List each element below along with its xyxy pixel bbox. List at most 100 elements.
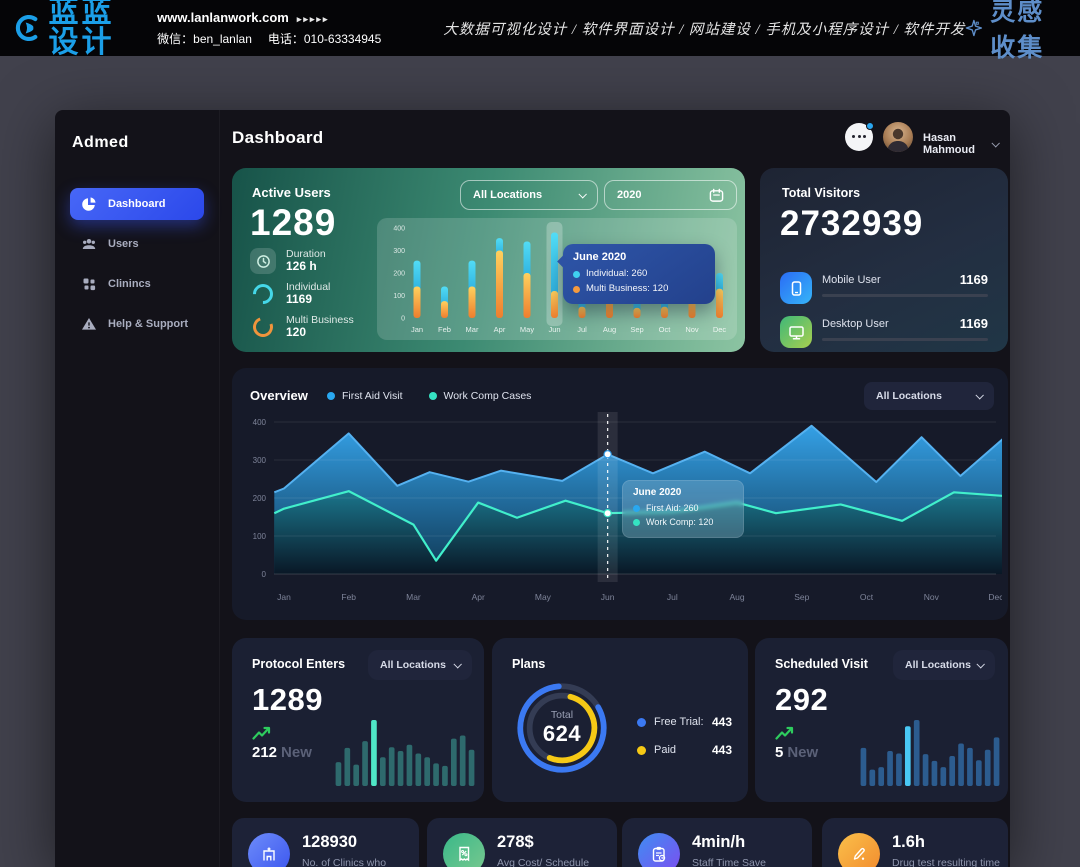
- legend-item-work-comp-cases: Work Comp Cases: [428, 390, 531, 402]
- location-filter-dropdown[interactable]: All Locations: [368, 650, 472, 680]
- active-users-stats: Duration 126 h Individual 1169 Multi Busines…: [248, 248, 354, 347]
- avatar-person-icon: [887, 128, 909, 152]
- svg-text:200: 200: [253, 494, 267, 503]
- svg-text:0: 0: [401, 316, 405, 323]
- new-count: 5 New: [775, 744, 819, 761]
- sidebar-item-label: Users: [108, 238, 139, 250]
- sidebar-item-help-support[interactable]: Help & Support: [70, 308, 204, 340]
- mini-bar-chart: [335, 720, 475, 786]
- main-content: Dashboard Hasan Mahmoud Active Users 128…: [220, 110, 1010, 867]
- brand-logo[interactable]: 蓝蓝设计: [14, 0, 139, 58]
- stat-card-drug-test: 1.6h Drug test resulting time: [822, 818, 1008, 867]
- notification-dot: [866, 122, 874, 130]
- area-chart-svg: 0 100 200 300 400 Jan Feb Mar Apr May Jun Jul Aug Sep…: [253, 412, 1002, 602]
- location-filter-dropdown[interactable]: All Locations: [460, 180, 598, 210]
- plans-legend: Free Trial: 443 Paid 443: [637, 712, 732, 768]
- inspiration-collect[interactable]: 灵感收集: [965, 0, 1064, 64]
- legend-dot-icon: [573, 270, 580, 278]
- protocol-enters-card: Protocol Enters All Locations 1289 212 Ne…: [232, 638, 484, 802]
- messages-button[interactable]: [845, 122, 874, 151]
- sidebar-item-dashboard[interactable]: Dashboard: [70, 188, 204, 220]
- stat-label: No. of Clinics who upload: [302, 857, 387, 867]
- legend-dot-icon: [633, 519, 640, 527]
- stat-label: Duration: [286, 248, 326, 261]
- user-name[interactable]: Hasan Mahmoud: [923, 132, 975, 156]
- svg-text:Jun: Jun: [601, 592, 615, 602]
- stat-card-clinics: 128930 No. of Clinics who upload: [232, 818, 419, 867]
- svg-text:Dec: Dec: [988, 592, 1002, 602]
- location-filter-dropdown[interactable]: All Locations: [864, 382, 994, 410]
- phone-label: 电话：010-63334945: [267, 31, 382, 46]
- logo-icon: [15, 15, 38, 41]
- svg-text:Apr: Apr: [494, 325, 506, 334]
- card-title: Plans: [512, 657, 546, 671]
- chat-bubble-icon: [852, 135, 866, 139]
- user-menu-chevron-icon[interactable]: [991, 134, 1000, 152]
- visitor-row-desktop-user: Desktop User 1169: [780, 312, 988, 356]
- chevron-down-icon: [453, 660, 462, 669]
- stat-duration: Duration 126 h: [250, 248, 354, 274]
- legend-dot-icon: [428, 392, 437, 400]
- year-filter-datepicker[interactable]: 2020: [604, 180, 737, 210]
- svg-text:400: 400: [253, 418, 267, 427]
- svg-text:Oct: Oct: [659, 325, 672, 334]
- page-title: Dashboard: [232, 128, 324, 147]
- chart-tooltip: June 2020 First Aid: 260 Work Comp: 120: [622, 480, 744, 538]
- total-visitors-value: 2732939: [780, 204, 924, 243]
- tooltip-row: Multi Business: 120: [573, 282, 705, 297]
- svg-text:May: May: [535, 592, 552, 602]
- stat-label: Avg Cost/ Schedule visit: [497, 857, 590, 867]
- stat-value: 4min/h: [692, 833, 746, 851]
- location-filter-dropdown[interactable]: All Locations: [893, 650, 995, 680]
- stat-value: 126 h: [286, 259, 317, 274]
- svg-text:300: 300: [393, 248, 405, 255]
- wechat-label: 微信：ben_lanlan: [157, 31, 252, 46]
- card-title: Scheduled Visit: [775, 657, 868, 671]
- svg-text:Nov: Nov: [924, 592, 940, 602]
- sparkle-star-icon: [966, 19, 983, 37]
- sidebar-item-users[interactable]: Users: [70, 228, 204, 260]
- stat-label: Drug test resulting time: [892, 857, 1000, 867]
- pie-icon: [82, 197, 96, 211]
- card-title: Protocol Enters: [252, 657, 346, 671]
- stat-card-staff-time: 4min/h Staff Time Save: [622, 818, 812, 867]
- stat-value: 1169: [286, 292, 313, 307]
- clipboard-icon: [638, 833, 680, 867]
- new-count: 212 New: [252, 744, 312, 761]
- legend-dot-icon: [573, 285, 580, 293]
- sidebar-item-clinincs[interactable]: Clinincs: [70, 268, 204, 300]
- svg-text:200: 200: [393, 271, 405, 278]
- svg-text:Apr: Apr: [472, 592, 485, 602]
- visitor-breakdown: Mobile User 1169 Desktop User 1169: [780, 268, 988, 356]
- overview-card: Overview First Aid Visit Work Comp Cases …: [232, 368, 1008, 620]
- svg-text:Sep: Sep: [794, 592, 809, 602]
- chevron-down-icon: [976, 660, 985, 669]
- svg-text:400: 400: [393, 226, 405, 233]
- phone-icon: [780, 272, 812, 304]
- stat-label: Individual: [286, 281, 331, 294]
- svg-text:Jan: Jan: [411, 325, 423, 334]
- card-title: Active Users: [252, 185, 331, 200]
- svg-text:Jul: Jul: [667, 592, 678, 602]
- row-value: 1169: [959, 316, 988, 331]
- legend-dot-icon: [637, 717, 646, 727]
- svg-text:Nov: Nov: [685, 325, 699, 334]
- warning-icon: [82, 318, 96, 330]
- progress-fill: [822, 338, 951, 341]
- pen-icon: [838, 833, 880, 867]
- mini-bar-chart: [860, 720, 1000, 786]
- website-link[interactable]: www.lanlanwork.com: [157, 9, 289, 25]
- active-users-card: Active Users 1289 Duration 126 h Individua…: [232, 168, 745, 352]
- svg-text:Sep: Sep: [630, 325, 643, 334]
- calendar-icon: [709, 188, 724, 202]
- svg-text:Dec: Dec: [713, 325, 727, 334]
- stat-value: 128930: [302, 833, 358, 851]
- grid-icon: [83, 278, 96, 291]
- row-label: Desktop User: [822, 318, 889, 330]
- sidebar-item-label: Dashboard: [108, 198, 166, 210]
- user-avatar[interactable]: [883, 122, 913, 152]
- scheduled-visit-value: 292: [775, 682, 829, 717]
- tooltip-row: Work Comp: 120: [633, 516, 733, 530]
- sidebar: Admed Dashboard Users Clinincs Help & Suppo…: [55, 110, 220, 867]
